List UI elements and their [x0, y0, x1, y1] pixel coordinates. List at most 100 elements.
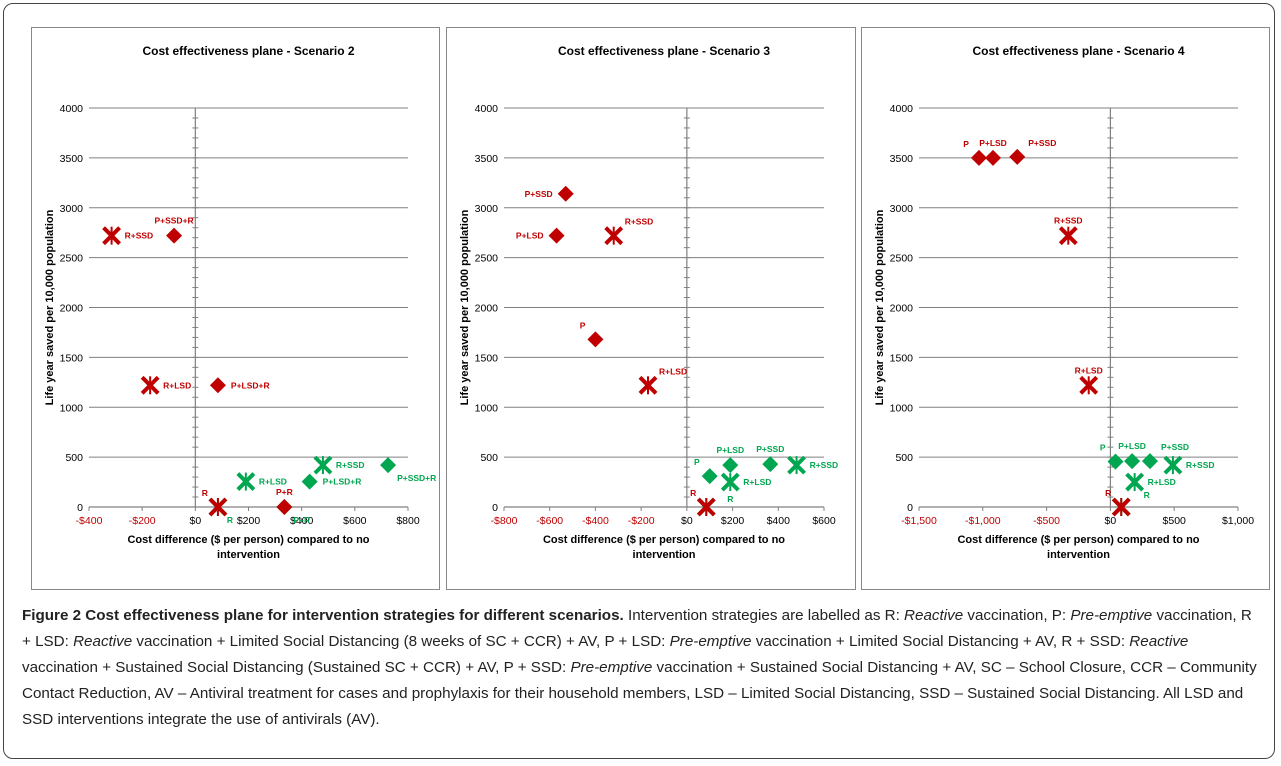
data-label: P+SSD+R	[154, 216, 193, 226]
y-tick-label: 1500	[60, 352, 84, 364]
point-green-p-diamond	[701, 468, 718, 485]
data-label: P+SSD	[1028, 138, 1056, 148]
data-label: R+SSD	[125, 231, 154, 241]
x-tick-label: $0	[681, 515, 693, 527]
y-axis-label: Life year saved per 10,000 population	[44, 209, 56, 405]
point-red-p-r-diamond	[276, 499, 293, 515]
point-green-p-diamond	[1107, 453, 1124, 470]
y-tick-label: 4000	[890, 103, 914, 115]
y-tick-label: 3500	[60, 153, 84, 165]
data-label: P+R	[276, 487, 293, 497]
point-red-p-lsd-r-diamond	[209, 377, 226, 394]
data-label: P+LSD	[516, 231, 544, 241]
data-label: R	[690, 488, 696, 498]
caption-part: Pre-emptive	[669, 633, 752, 650]
point-red-r-lsd-cross	[638, 375, 658, 395]
point-red-p-lsd-diamond	[985, 149, 1002, 166]
y-tick-label: 2000	[475, 303, 499, 315]
point-green-r-ssd-cross	[787, 455, 806, 475]
figure-frame	[3, 3, 1275, 759]
x-axis-label: Cost difference ($ per person) compared …	[127, 534, 369, 561]
y-tick-label: 0	[907, 502, 913, 514]
point-green-p-ssd-diamond	[762, 456, 779, 473]
data-label: R+LSD	[259, 477, 287, 487]
point-red-p-ssd-diamond	[557, 185, 574, 202]
data-label: P+SSD	[1161, 442, 1189, 452]
data-label: P+SSD	[525, 189, 553, 199]
y-tick-label: 3000	[60, 203, 84, 215]
x-tick-label: -$1,500	[901, 515, 937, 527]
point-red-r-lsd-cross	[140, 375, 160, 395]
data-label: P+SSD	[756, 444, 784, 454]
data-label: R+SSD	[1054, 216, 1083, 226]
point-green-p-ssd-r-diamond	[380, 457, 397, 474]
x-tick-label: -$200	[628, 515, 655, 527]
x-tick-label: $200	[237, 515, 261, 527]
data-label: R	[727, 494, 733, 504]
y-tick-label: 1000	[475, 402, 499, 414]
caption-part: vaccination + Limited Social Distancing …	[132, 633, 670, 650]
x-tick-label: -$400	[76, 515, 103, 527]
data-label: R+LSD	[743, 477, 771, 487]
y-tick-label: 1000	[60, 402, 84, 414]
y-tick-label: 3500	[890, 153, 914, 165]
y-tick-label: 2000	[60, 303, 84, 315]
data-label: P	[963, 139, 969, 149]
point-red-r-cross	[208, 497, 228, 517]
point-green-p-lsd-diamond	[722, 457, 739, 474]
point-red-p-diamond	[587, 331, 604, 348]
data-label: R	[1144, 490, 1150, 500]
point-green-r-cross	[720, 472, 740, 492]
point-red-r-cross	[696, 497, 716, 517]
x-tick-label: -$1,000	[965, 515, 1001, 527]
point-red-r-lsd-cross	[1079, 375, 1099, 395]
y-axis-label: Life year saved per 10,000 population	[459, 209, 471, 405]
data-label: R+SSD	[625, 217, 654, 227]
point-green-r-ssd-cross	[313, 455, 333, 475]
chart-svg-scenario-2: Cost effectiveness plane - Scenario 2 0 50…	[44, 44, 436, 561]
y-tick-label: 3000	[890, 203, 914, 215]
point-red-r-ssd-cross	[604, 226, 624, 246]
figure-caption: Figure 2 Cost effectiveness plane for in…	[22, 603, 1262, 733]
chart-svg-scenario-3: Cost effectiveness plane - Scenario 3 0 50…	[459, 44, 839, 561]
point-red-r-ssd-cross	[102, 226, 122, 246]
caption-part: Reactive	[1129, 633, 1189, 650]
data-label: R+LSD	[1075, 365, 1103, 375]
data-label: P+LSD+R	[323, 477, 362, 487]
data-label: P+LSD	[1118, 441, 1146, 451]
y-tick-label: 4000	[60, 103, 84, 115]
x-tick-label: -$200	[129, 515, 156, 527]
caption-part: Pre-emptive	[1070, 607, 1153, 624]
caption-part: Intervention strategies are labelled as …	[623, 607, 905, 624]
y-tick-label: 4000	[475, 103, 499, 115]
caption-part: Reactive	[73, 633, 133, 650]
data-label: R	[227, 515, 233, 525]
point-red-p-ssd-r-diamond	[166, 227, 183, 244]
x-tick-label: $500	[1163, 515, 1187, 527]
x-tick-label: $1,000	[1222, 515, 1254, 527]
point-green-p-ssd-diamond	[1141, 453, 1158, 470]
y-axis-label: Life year saved per 10,000 population	[874, 209, 886, 405]
x-tick-label: $600	[812, 515, 836, 527]
x-tick-label: $0	[189, 515, 201, 527]
point-green-r-cross	[1125, 472, 1145, 492]
data-label: R+SSD	[810, 460, 839, 470]
y-tick-label: 2500	[890, 253, 914, 265]
point-red-p-lsd-diamond	[548, 227, 565, 244]
point-green-r-ssd-cross	[1163, 455, 1183, 475]
caption-body: Intervention strategies are labelled as …	[22, 607, 1257, 728]
data-label: R+LSD	[1148, 477, 1176, 487]
y-tick-label: 3500	[475, 153, 499, 165]
chart-panel-scenario-3: Cost effectiveness plane - Scenario 3 0 50…	[446, 27, 856, 590]
y-tick-label: 2500	[475, 253, 499, 265]
caption-part: vaccination, R + LSD:	[22, 607, 1252, 650]
y-tick-label: 1500	[890, 352, 914, 364]
caption-part: vaccination + Limited Social Distancing …	[751, 633, 1130, 650]
y-tick-label: 500	[65, 452, 83, 464]
chart-title: Cost effectiveness plane - Scenario 2	[142, 44, 354, 58]
point-red-r-cross	[1111, 497, 1131, 517]
y-tick-label: 0	[77, 502, 83, 514]
caption-part: Pre-emptive	[570, 659, 653, 676]
data-label: P+LSD	[716, 445, 744, 455]
x-tick-label: -$800	[491, 515, 518, 527]
